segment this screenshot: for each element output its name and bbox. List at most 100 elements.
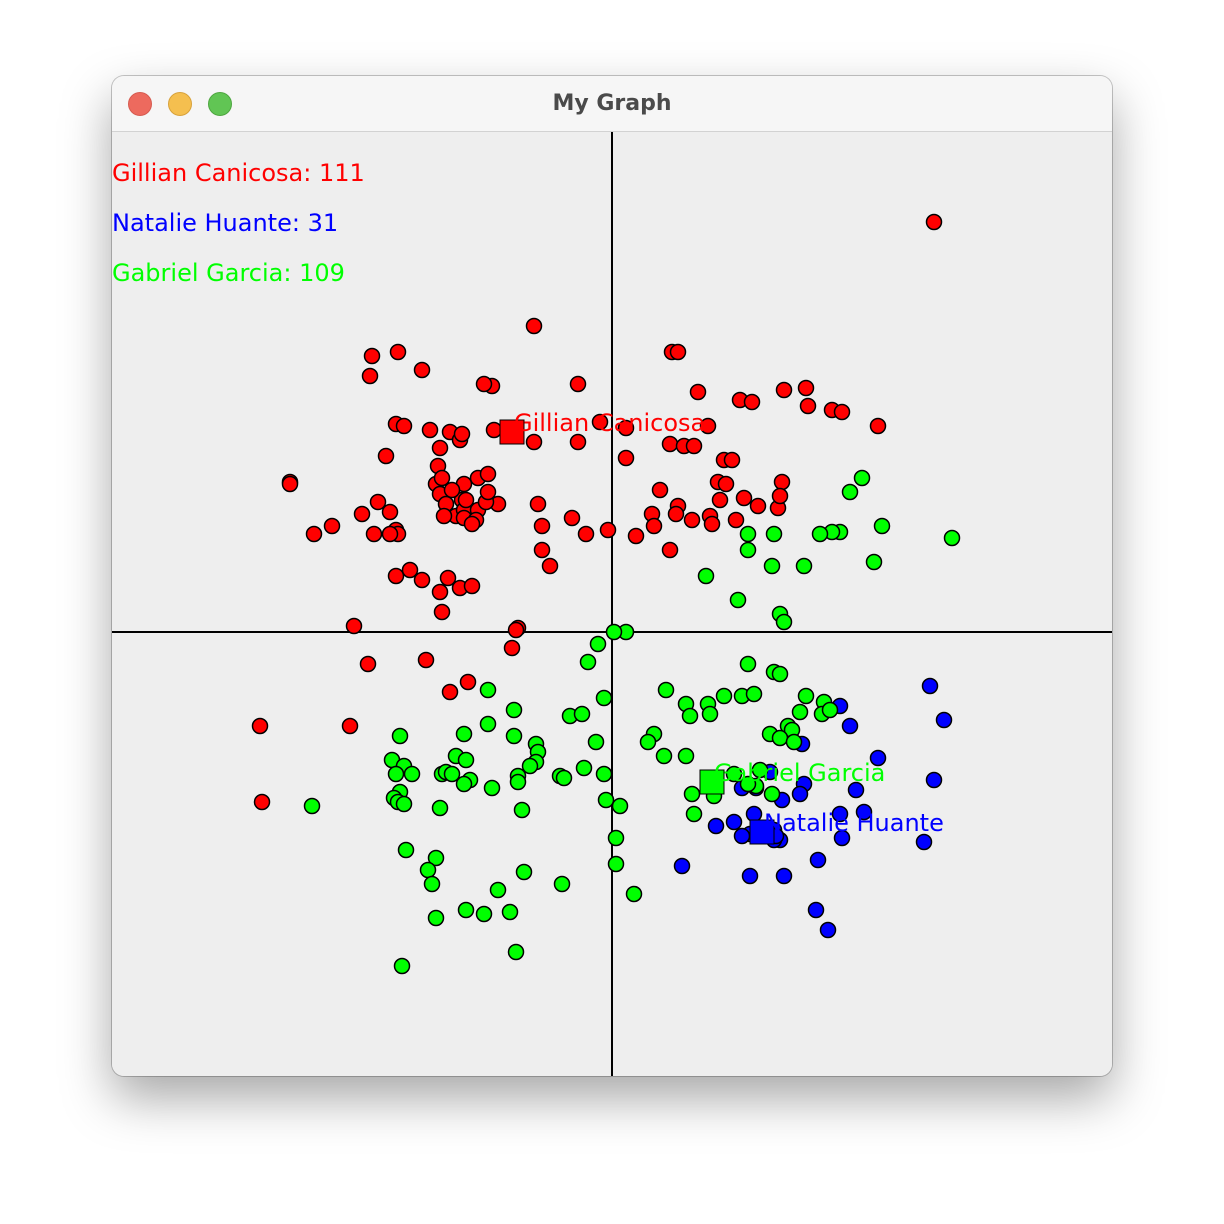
data-point-gillian-canicosa — [525, 317, 543, 335]
data-point-gillian-canicosa — [683, 511, 701, 529]
data-point-gabriel-garcia — [427, 909, 445, 927]
data-point-natalie-huante — [833, 829, 851, 847]
data-point-gillian-canicosa — [401, 561, 419, 579]
data-point-gillian-canicosa — [617, 449, 635, 467]
data-point-gabriel-garcia — [303, 797, 321, 815]
legend-entry-gabriel-garcia: Gabriel Garcia: 109 — [112, 259, 345, 287]
data-point-gabriel-garcia — [697, 567, 715, 585]
data-point-gillian-canicosa — [395, 417, 413, 435]
data-point-gabriel-garcia — [573, 705, 591, 723]
centroid-marker-gillian-canicosa — [499, 419, 525, 445]
data-point-natalie-huante — [809, 851, 827, 869]
data-point-gabriel-garcia — [555, 769, 573, 787]
graph-panel: Gillian Canicosa Natalie Huante Gabriel Ga… — [112, 132, 1112, 1076]
data-point-gabriel-garcia — [607, 855, 625, 873]
minimize-button[interactable] — [168, 92, 192, 116]
data-point-gabriel-garcia — [521, 757, 539, 775]
data-point-gillian-canicosa — [667, 505, 685, 523]
data-point-gillian-canicosa — [775, 381, 793, 399]
legend-count: 109 — [299, 259, 345, 287]
data-point-gabriel-garcia — [387, 765, 405, 783]
data-point-gabriel-garcia — [553, 875, 571, 893]
data-point-gabriel-garcia — [427, 849, 445, 867]
legend-name: Natalie Huante — [112, 209, 292, 237]
data-point-natalie-huante — [921, 677, 939, 695]
data-point-gabriel-garcia — [605, 623, 623, 641]
data-point-gillian-canicosa — [345, 617, 363, 635]
data-point-gabriel-garcia — [479, 681, 497, 699]
data-point-gillian-canicosa — [433, 603, 451, 621]
data-point-gillian-canicosa — [525, 433, 543, 451]
data-point-natalie-huante — [733, 827, 751, 845]
data-point-gabriel-garcia — [397, 841, 415, 859]
data-point-gabriel-garcia — [457, 751, 475, 769]
data-point-gillian-canicosa — [431, 583, 449, 601]
data-point-gabriel-garcia — [625, 885, 643, 903]
data-point-gillian-canicosa — [323, 517, 341, 535]
legend-separator: : — [303, 159, 319, 187]
data-point-gillian-canicosa — [281, 475, 299, 493]
data-point-gabriel-garcia — [587, 733, 605, 751]
data-point-gillian-canicosa — [689, 383, 707, 401]
title-bar[interactable]: My Graph — [112, 76, 1112, 132]
data-point-gabriel-garcia — [505, 727, 523, 745]
data-point-natalie-huante — [831, 805, 849, 823]
data-point-gabriel-garcia — [763, 557, 781, 575]
zoom-button[interactable] — [208, 92, 232, 116]
data-point-natalie-huante — [673, 857, 691, 875]
centroid-label-gabriel-garcia: Gabriel Garcia — [714, 759, 885, 787]
data-point-gabriel-garcia — [507, 943, 525, 961]
data-point-gillian-canicosa — [529, 495, 547, 513]
data-point-natalie-huante — [855, 803, 873, 821]
data-point-gabriel-garcia — [771, 729, 789, 747]
data-point-natalie-huante — [935, 711, 953, 729]
data-point-gabriel-garcia — [443, 765, 461, 783]
data-point-gabriel-garcia — [475, 905, 493, 923]
data-point-gabriel-garcia — [505, 701, 523, 719]
scatter-chart: Gillian Canicosa Natalie Huante Gabriel Ga… — [112, 132, 1112, 1076]
data-point-gillian-canicosa — [541, 557, 559, 575]
data-point-gabriel-garcia — [821, 701, 839, 719]
data-point-gabriel-garcia — [739, 655, 757, 673]
data-point-gabriel-garcia — [729, 591, 747, 609]
data-point-gabriel-garcia — [489, 881, 507, 899]
data-point-gabriel-garcia — [423, 875, 441, 893]
data-point-gillian-canicosa — [703, 515, 721, 533]
data-point-gillian-canicosa — [723, 451, 741, 469]
data-point-gabriel-garcia — [393, 957, 411, 975]
data-point-gillian-canicosa — [533, 517, 551, 535]
data-point-natalie-huante — [791, 785, 809, 803]
data-point-gillian-canicosa — [421, 421, 439, 439]
centroid-marker-gabriel-garcia — [699, 769, 725, 795]
data-point-gillian-canicosa — [353, 505, 371, 523]
data-point-gillian-canicosa — [773, 473, 791, 491]
legend-name: Gabriel Garcia — [112, 259, 283, 287]
data-point-gillian-canicosa — [435, 507, 453, 525]
data-point-gillian-canicosa — [479, 483, 497, 501]
data-point-gillian-canicosa — [749, 497, 767, 515]
data-point-gillian-canicosa — [599, 521, 617, 539]
data-point-gabriel-garcia — [943, 529, 961, 547]
data-point-gabriel-garcia — [607, 829, 625, 847]
data-point-gillian-canicosa — [433, 469, 451, 487]
data-point-gillian-canicosa — [381, 525, 399, 543]
window-title: My Graph — [552, 91, 672, 116]
data-point-gillian-canicosa — [341, 717, 359, 735]
close-button[interactable] — [128, 92, 152, 116]
data-point-natalie-huante — [819, 921, 837, 939]
data-point-gillian-canicosa — [799, 397, 817, 415]
data-point-gabriel-garcia — [739, 541, 757, 559]
centroid-marker-natalie-huante — [749, 819, 775, 845]
data-point-gabriel-garcia — [611, 797, 629, 815]
data-point-natalie-huante — [741, 867, 759, 885]
data-point-gillian-canicosa — [439, 569, 457, 587]
data-point-gillian-canicosa — [431, 439, 449, 457]
data-point-gillian-canicosa — [251, 717, 269, 735]
data-point-gabriel-garcia — [575, 759, 593, 777]
data-point-gabriel-garcia — [771, 665, 789, 683]
data-point-gabriel-garcia — [751, 761, 769, 779]
data-point-gillian-canicosa — [443, 481, 461, 499]
data-point-gabriel-garcia — [763, 785, 781, 803]
data-point-gillian-canicosa — [503, 639, 521, 657]
data-point-gillian-canicosa — [417, 651, 435, 669]
